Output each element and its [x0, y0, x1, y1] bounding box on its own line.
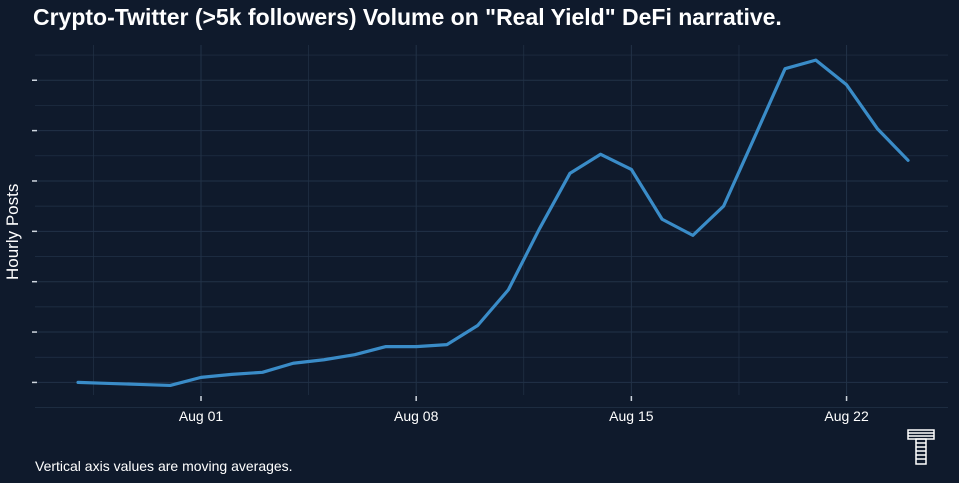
data-point: [353, 353, 356, 356]
data-point: [230, 373, 233, 376]
data-point: [537, 228, 541, 231]
data-point: [876, 127, 879, 130]
data-point: [414, 345, 418, 348]
data-point: [630, 168, 633, 171]
x-tick-label: Aug 22: [824, 408, 869, 424]
data-point: [445, 343, 449, 346]
data-point: [660, 218, 664, 221]
data-point: [322, 358, 326, 361]
data-point: [261, 371, 264, 374]
data-point: [476, 324, 479, 327]
data-point: [722, 204, 725, 208]
data-point: [507, 288, 510, 291]
data-point: [691, 234, 695, 237]
data-point: [599, 153, 602, 156]
x-tick-label: Aug 01: [179, 408, 224, 424]
data-point: [783, 67, 787, 70]
x-tick-label: Aug 08: [394, 408, 439, 424]
brand-logo-icon: [907, 429, 935, 465]
data-point: [845, 83, 848, 86]
data-point: [384, 345, 387, 348]
data-point: [138, 383, 141, 386]
data-point: [107, 382, 110, 385]
data-point: [292, 362, 295, 365]
chart-title: Crypto-Twitter (>5k followers) Volume on…: [33, 4, 782, 30]
caption: Vertical axis values are moving averages…: [35, 458, 293, 474]
x-tick-label: Aug 15: [609, 408, 654, 424]
data-point: [814, 58, 818, 62]
data-point: [199, 376, 203, 379]
data-point: [753, 136, 756, 139]
series-line: [76, 58, 910, 388]
data-point: [568, 172, 572, 175]
data-point: [76, 381, 80, 384]
data-point: [906, 159, 910, 162]
data-point: [169, 384, 172, 387]
